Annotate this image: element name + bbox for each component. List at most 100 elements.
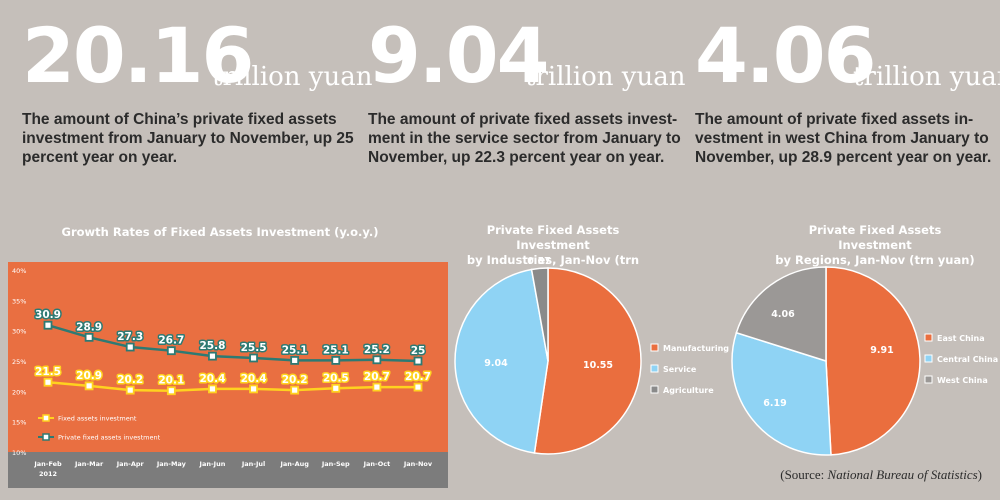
data-point — [249, 353, 258, 363]
stat-description-line: percent year on year. — [22, 149, 178, 166]
region-pie-title-line: Private Fixed Assets Investment — [808, 223, 942, 252]
stat-description-line: The amount of private fixed assets inves… — [368, 111, 678, 128]
data-point — [372, 355, 382, 365]
legend-marker — [42, 414, 50, 422]
y-tick-label: 20% — [12, 388, 26, 396]
stat-unit: trillion yuan — [525, 62, 686, 92]
y-tick-label: 35% — [12, 297, 26, 305]
legend-label: Central China — [937, 355, 998, 364]
data-point — [331, 383, 341, 393]
data-label: 30.9 — [35, 309, 61, 321]
data-label: 20.7 — [405, 371, 431, 383]
slice-value-label: 4.06 — [771, 309, 795, 320]
x-tick-label: Jan-Mar — [74, 460, 104, 468]
series-line — [47, 380, 418, 392]
data-label: 27.3 — [117, 331, 143, 343]
pie-slice — [530, 267, 549, 362]
legend-swatch — [924, 354, 933, 363]
data-label: 20.4 — [199, 373, 225, 385]
pie-slice — [825, 266, 921, 456]
x-tick-label: Jan-Jun — [199, 460, 226, 468]
legend-label: Manufacturing — [663, 344, 729, 353]
slice-value-label: 9.04 — [484, 358, 508, 369]
pie-slice — [731, 331, 832, 456]
data-label: 25.8 — [199, 340, 225, 352]
source-suffix: ) — [977, 467, 982, 482]
data-point — [125, 385, 135, 395]
data-point — [43, 320, 53, 330]
stat-description-line: November, up 28.9 percent year on year. — [695, 149, 992, 166]
stat-description-line: November, up 22.3 percent year on year. — [368, 149, 665, 166]
x-tick-label: Jan-Sep — [321, 460, 350, 468]
source-name: National Bureau of Statistics — [827, 467, 978, 482]
data-label: 25.2 — [364, 344, 390, 356]
data-point — [125, 342, 135, 352]
y-tick-label: 30% — [12, 328, 26, 336]
x-tick-label: Jan-Feb — [33, 460, 62, 468]
legend-label: Service — [663, 365, 697, 374]
industry-pie-title-line: Private Fixed Assets Investment — [486, 223, 620, 252]
line-chart-axis-strip — [8, 452, 448, 488]
data-label: 25.1 — [323, 344, 349, 356]
data-point — [372, 382, 382, 392]
industry-pie-chart: 10.55 Manufacturing 9.04 Service 0.57 Agricul… — [454, 256, 729, 455]
legend-swatch — [650, 385, 659, 394]
data-point — [208, 384, 217, 394]
slice-value-label: 0.57 — [527, 256, 550, 267]
slice-value-label: 9.91 — [870, 345, 893, 356]
data-point — [166, 346, 176, 356]
y-tick-label: 10% — [12, 449, 26, 457]
data-label: 20.9 — [76, 370, 102, 382]
stat-description-line: The amount of private fixed assets in- — [695, 111, 974, 128]
line-chart: 10% 15% 20% 25% 30% 35% 40% Jan-Feb Jan-Mar Jan-A… — [12, 267, 433, 478]
stat-description-line: ment in the service sector from January … — [368, 130, 681, 147]
data-label: 25.5 — [241, 342, 267, 354]
source-note: (Source: National Bureau of Statistics) — [780, 467, 982, 483]
stat-value: 20.16 — [22, 11, 254, 100]
stat-description-line: vestment in west China from January to — [695, 130, 989, 147]
data-point — [43, 377, 53, 387]
stat-unit: trillion yuan — [853, 62, 1000, 92]
legend-swatch — [650, 343, 659, 352]
stat-value: 4.06 — [695, 11, 877, 100]
y-tick-label: 15% — [12, 419, 26, 427]
data-label: 20.1 — [158, 375, 184, 387]
data-label: 20.2 — [282, 374, 308, 386]
x-tick-sublabel: 2012 — [39, 470, 57, 478]
x-tick-label: Jan-May — [156, 460, 187, 468]
x-tick-label: Jan-Oct — [363, 460, 391, 468]
x-tick-label: Jan-Aug — [279, 460, 309, 468]
data-point — [208, 351, 217, 361]
stat-description: The amount of private fixed assets inves… — [368, 110, 688, 167]
data-point — [166, 386, 176, 396]
data-point — [84, 332, 94, 342]
y-tick-label: 25% — [12, 358, 26, 366]
region-pie-title: Private Fixed Assets Investment by Regio… — [770, 223, 980, 268]
legend-marker — [42, 433, 50, 441]
pie-slice — [454, 268, 549, 454]
data-label: 20.4 — [241, 373, 267, 385]
data-label: 25.1 — [282, 344, 308, 356]
stat-unit: trillion yuan — [212, 62, 373, 92]
stat-description-line: The amount of China’s private fixed asse… — [22, 111, 337, 128]
data-point — [413, 356, 423, 366]
data-label: 25 — [411, 345, 426, 357]
legend-swatch — [650, 364, 659, 373]
data-label: 28.9 — [76, 321, 102, 333]
legend-label: Private fixed assets investment — [58, 434, 161, 442]
y-tick-label: 40% — [12, 267, 26, 275]
slice-value-label: 6.19 — [763, 398, 786, 409]
stat-value: 9.04 — [368, 11, 550, 100]
legend-swatch — [924, 333, 933, 342]
source-prefix: (Source: — [780, 467, 828, 482]
data-point — [331, 355, 341, 365]
stat-description: The amount of China’s private fixed asse… — [22, 110, 362, 167]
line-chart-title: Growth Rates of Fixed Assets Investment … — [61, 225, 379, 239]
x-tick-label: Jan-Jul — [241, 460, 265, 468]
legend-label: East China — [937, 334, 985, 343]
data-point — [249, 384, 258, 394]
data-label: 20.5 — [323, 372, 349, 384]
data-label: 20.7 — [364, 371, 390, 383]
stat-description-line: investment from January to November, up … — [22, 130, 354, 147]
